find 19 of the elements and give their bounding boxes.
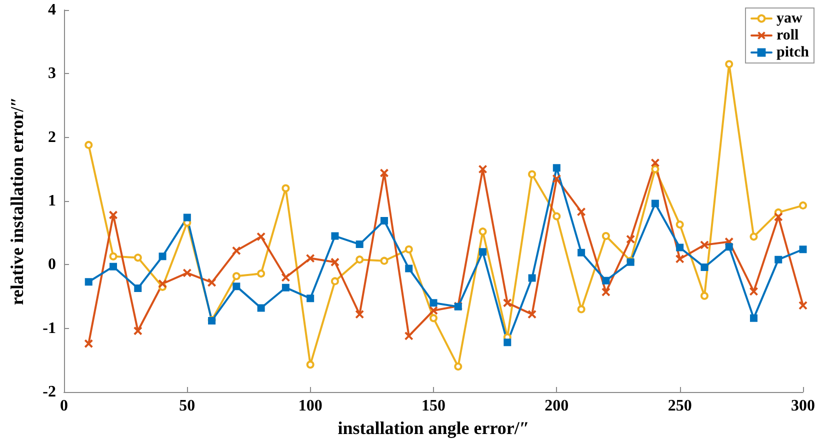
y-tick-label: 3 [48, 65, 56, 82]
x-tick-label: 200 [544, 398, 569, 414]
x-tick-label: 100 [298, 398, 322, 414]
legend-label: yaw [776, 10, 802, 26]
y-tick-label: -1 [42, 320, 56, 337]
x-tick-label: 50 [179, 398, 196, 414]
x-tick-label: 250 [668, 398, 692, 414]
y-tick-label: -2 [42, 384, 56, 400]
legend-label: pitch [776, 44, 810, 60]
y-tick-label: 1 [48, 192, 56, 210]
y-tick-label: 0 [48, 256, 56, 274]
y-tick-label: 2 [48, 128, 56, 146]
x-tick-label: 300 [791, 398, 815, 414]
x-axis-title: installation angle error/″ [338, 418, 530, 438]
x-tick-label: 0 [60, 398, 68, 414]
legend-label: roll [776, 28, 799, 44]
x-tick-label: 150 [422, 398, 446, 414]
y-axis-title: relative installation error/″ [7, 96, 27, 306]
y-tick-label: 4 [48, 2, 56, 18]
